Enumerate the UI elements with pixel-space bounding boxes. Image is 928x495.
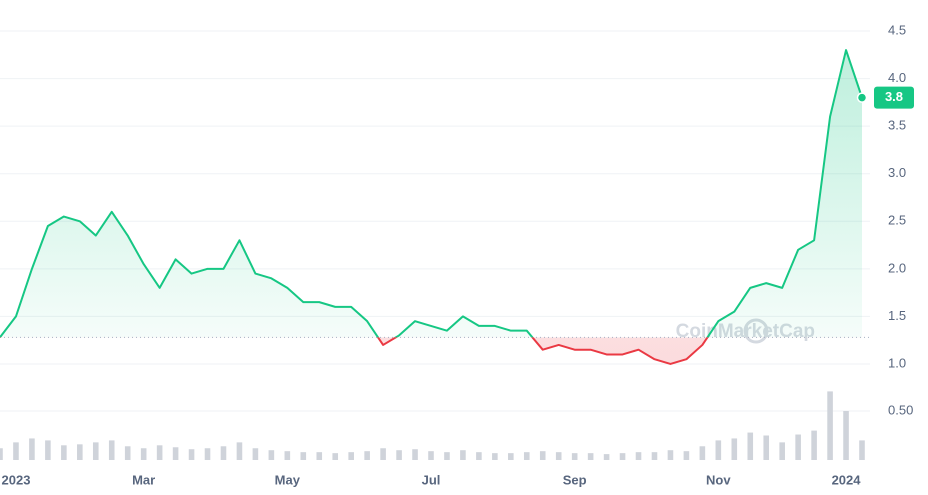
volume-bar — [444, 452, 450, 460]
y-tick-label: 3.5 — [888, 118, 906, 133]
volume-bar — [667, 450, 674, 460]
volume-bar — [731, 438, 738, 460]
volume-bar — [795, 434, 801, 460]
volume-bar — [827, 391, 833, 460]
volume-bar — [29, 438, 35, 460]
x-tick-label: 2024 — [832, 472, 862, 487]
volume-bar — [859, 440, 865, 460]
area-up — [0, 50, 862, 338]
volume-bar — [428, 451, 434, 460]
volume-bar — [523, 452, 530, 460]
volume-bar — [396, 450, 402, 460]
volume-bar — [715, 440, 722, 460]
y-tick-label: 2.0 — [888, 260, 906, 275]
volume-bar — [571, 453, 578, 460]
volume-bar — [77, 444, 83, 460]
volume-bar — [348, 452, 354, 460]
y-tick-label: 2.5 — [888, 213, 906, 228]
volume-bar — [508, 453, 514, 460]
volume-bar — [236, 442, 243, 460]
y-tick-label: 1.5 — [888, 308, 906, 323]
volume-bar — [188, 449, 195, 460]
volume-bar — [699, 446, 706, 460]
volume-bar — [811, 430, 817, 460]
volume-bar — [108, 440, 115, 460]
volume-bar — [252, 448, 259, 460]
volume-bar — [332, 453, 339, 460]
volume-bar — [587, 453, 594, 460]
volume-bar — [476, 452, 482, 460]
price-tag — [874, 86, 914, 109]
price-tag-label: 3.8 — [885, 89, 903, 104]
price-line-up — [0, 49, 863, 338]
y-tick-label: 1.0 — [888, 355, 906, 370]
x-tick-label: Sep — [563, 472, 587, 487]
volume-bar — [156, 445, 163, 460]
y2-tick-label: 0.50 — [888, 402, 913, 417]
volume-bar — [268, 450, 275, 460]
volume-bar — [412, 449, 418, 460]
x-tick-label: May — [275, 472, 301, 487]
volume-bar — [539, 451, 546, 460]
volume-bar — [460, 450, 466, 460]
volume-bar — [555, 452, 562, 460]
volume-bar — [204, 448, 211, 460]
x-tick-label: 2023 — [2, 472, 31, 487]
volume-bar — [380, 448, 386, 460]
volume-bar — [300, 452, 307, 460]
volume-bar — [364, 451, 370, 460]
volume-bar — [316, 452, 323, 460]
volume-bar — [45, 440, 51, 460]
volume-bar — [843, 411, 849, 460]
y-tick-label: 3.0 — [888, 165, 906, 180]
volume-bar — [779, 442, 785, 460]
volume-bar — [124, 446, 131, 460]
volume-bar — [140, 448, 147, 460]
volume-bar — [683, 451, 690, 460]
volume-bar — [92, 442, 99, 460]
volume-bar — [619, 453, 626, 460]
x-tick-label: Nov — [706, 472, 731, 487]
volume-bar — [603, 454, 610, 460]
volume-bar — [747, 432, 754, 460]
x-tick-label: Jul — [422, 472, 441, 487]
volume-bar — [61, 445, 67, 460]
volume-bar — [284, 451, 291, 460]
volume-bar — [172, 447, 179, 460]
volume-bar — [763, 435, 770, 460]
volume-bar — [635, 452, 642, 460]
y-tick-label: 4.0 — [888, 70, 906, 85]
y-tick-label: 4.5 — [888, 22, 906, 37]
x-tick-label: Mar — [132, 472, 155, 487]
volume-bar — [651, 452, 658, 460]
volume-bar — [0, 448, 3, 460]
volume-bar — [492, 453, 498, 460]
area-down — [378, 337, 708, 364]
volume-bar — [13, 442, 19, 460]
volume-bar — [220, 446, 227, 460]
last-point — [856, 92, 868, 103]
